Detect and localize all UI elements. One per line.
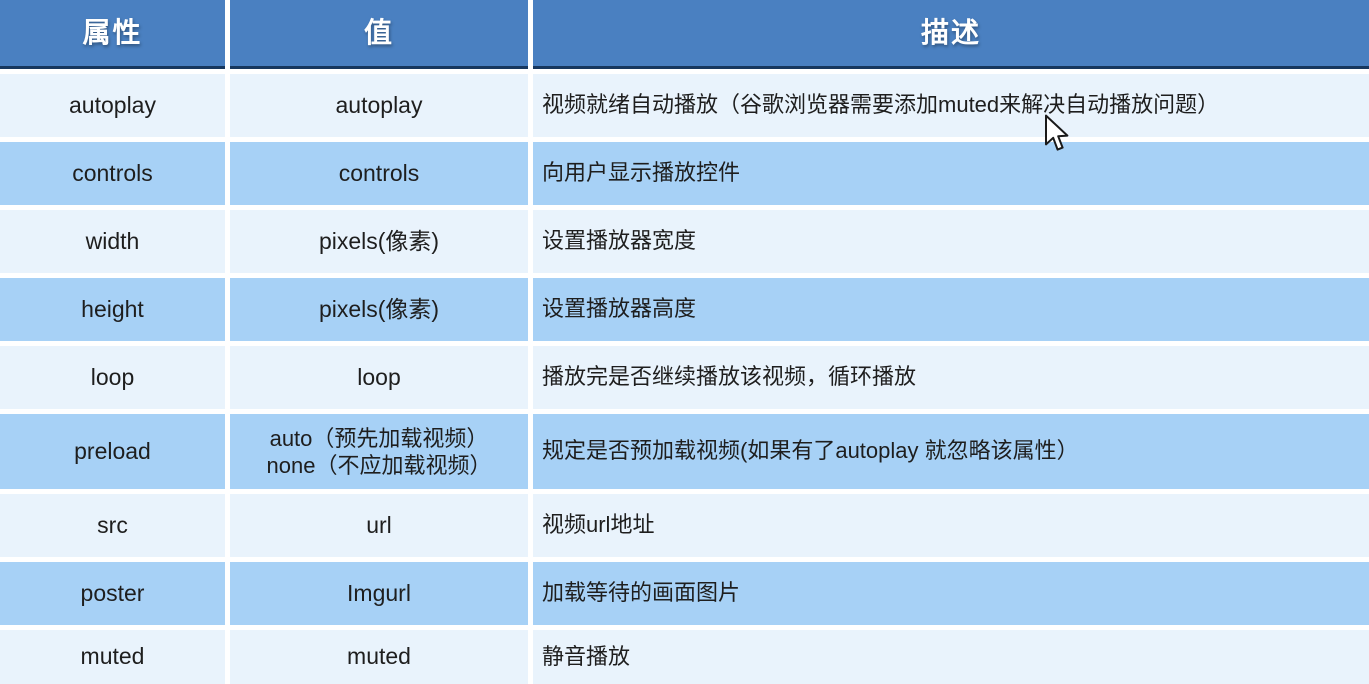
row-controls-desc: 向用户显示播放控件 — [533, 142, 1369, 205]
row-autoplay-value: autoplay — [230, 74, 528, 137]
row-muted-attr: muted — [0, 630, 225, 684]
row-poster-desc: 加载等待的画面图片 — [533, 562, 1369, 625]
row-loop-desc: 播放完是否继续播放该视频，循环播放 — [533, 346, 1369, 409]
row-width-desc: 设置播放器宽度 — [533, 210, 1369, 273]
row-autoplay-desc: 视频就绪自动播放（谷歌浏览器需要添加muted来解决自动播放问题） — [533, 74, 1369, 137]
row-loop-value: loop — [230, 346, 528, 409]
header-value: 值 — [230, 0, 528, 69]
row-muted-desc: 静音播放 — [533, 630, 1369, 684]
row-width-value: pixels(像素) — [230, 210, 528, 273]
header-description: 描述 — [533, 0, 1369, 69]
header-value-label: 值 — [363, 17, 394, 49]
row-autoplay-attr: autoplay — [0, 74, 225, 137]
row-height-value: pixels(像素) — [230, 278, 528, 341]
row-poster-value: Imgurl — [230, 562, 528, 625]
header-attribute: 属性 — [0, 0, 225, 69]
row-muted-value: muted — [230, 630, 528, 684]
row-loop-attr: loop — [0, 346, 225, 409]
row-src-value: url — [230, 494, 528, 557]
row-preload-value-line1: auto（预先加载视频） — [269, 425, 489, 451]
row-src-attr: src — [0, 494, 225, 557]
row-controls-attr: controls — [0, 142, 225, 205]
row-src-desc: 视频url地址 — [533, 494, 1369, 557]
row-preload-value-line2: none（不应加载视频） — [266, 452, 492, 478]
row-preload-attr: preload — [0, 414, 225, 489]
row-preload-value: auto（预先加载视频） none（不应加载视频） — [230, 414, 528, 489]
header-attribute-label: 属性 — [82, 17, 143, 49]
row-poster-attr: poster — [0, 562, 225, 625]
row-height-attr: height — [0, 278, 225, 341]
row-height-desc: 设置播放器高度 — [533, 278, 1369, 341]
row-controls-value: controls — [230, 142, 528, 205]
row-preload-desc: 规定是否预加载视频(如果有了autoplay 就忽略该属性） — [533, 414, 1369, 489]
row-width-attr: width — [0, 210, 225, 273]
header-description-label: 描述 — [920, 17, 981, 49]
